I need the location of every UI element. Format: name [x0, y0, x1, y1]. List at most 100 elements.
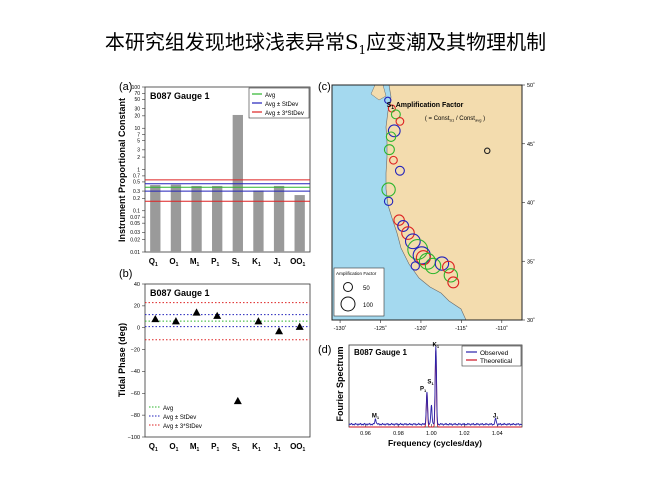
panel-b-label: (b) — [119, 268, 132, 280]
panel-b-content: 40 20 0 −20 −40 −60 −80 −100 Q1 O1 M1 P1 S1 K1 J1 OO1 — [128, 282, 310, 453]
station-circle — [404, 233, 421, 250]
lon-tick-label: -130˚ — [334, 325, 347, 332]
x-tick-sub: 1 — [258, 447, 261, 453]
y-tick-label: 0.07 — [130, 215, 140, 221]
legend-theoretical-label: Theoretical — [480, 358, 513, 365]
y-tick-label: 1 — [137, 167, 140, 173]
point-O1 — [171, 317, 180, 325]
x-tick-label: S1 — [232, 442, 240, 453]
station-circle — [443, 268, 459, 283]
x-tick-sub: 1 — [237, 262, 240, 268]
bar-P1 — [212, 185, 223, 252]
map-title: S1 Amplification Factor — [387, 102, 464, 111]
panel-a-label: (a) — [119, 81, 132, 93]
station-circle — [424, 257, 442, 275]
panel-c: (c) -130˚ -125˚ -120˚ -115˚ -110˚ 50˚ 45˚ 40˚ 35… — [318, 81, 535, 332]
legend-circle-100 — [340, 296, 356, 312]
x-tick-sub: 1 — [155, 262, 158, 268]
y-tick-label: −20 — [131, 347, 140, 353]
x-tick-sub: 1 — [216, 447, 219, 453]
lat-tick-label: 50˚ — [527, 82, 535, 89]
station-circle — [401, 226, 415, 240]
stations — [381, 96, 491, 289]
y-tick-label: 0.05 — [130, 221, 140, 227]
bar-O1 — [170, 184, 182, 252]
y-tick-label: 3 — [137, 148, 140, 154]
lon-tick-label: -125˚ — [374, 325, 387, 332]
y-tick-label: 0.03 — [130, 230, 140, 236]
station-circle — [415, 250, 431, 266]
x-tick-sub: 1 — [303, 262, 306, 268]
x-tick-label: Q1 — [149, 442, 158, 453]
peak-label-sub: 1 — [496, 415, 499, 420]
title-subscript: 1 — [358, 43, 367, 57]
point-Q1 — [151, 314, 160, 323]
y-tick-label: 7 — [137, 132, 140, 138]
x-tick-label: M1 — [190, 442, 200, 453]
formula-sub2: avg — [475, 118, 481, 123]
x-tick-label: S1 — [232, 257, 240, 268]
y-tick-label: −60 — [131, 391, 140, 397]
y-tick-label: 0.2 — [133, 196, 140, 202]
legend-circle-50 — [343, 282, 353, 292]
y-tick-label: 50 — [134, 97, 140, 103]
x-tick-label: J1 — [273, 442, 280, 453]
station-circle — [381, 182, 396, 197]
panel-a-ylabel: Instrument Proportional Constant — [117, 98, 127, 242]
bar-M1 — [191, 185, 202, 252]
station-circle — [383, 196, 394, 207]
lon-tick-label: -115˚ — [455, 325, 468, 332]
lon-tick-label: -110˚ — [496, 325, 509, 332]
station-circle — [447, 276, 460, 289]
panel-a: (a) Instrument Proportional Constant 100… — [117, 81, 311, 268]
point-OO1 — [295, 322, 304, 330]
bar-Q1 — [150, 185, 161, 252]
y-tick-label: −100 — [128, 435, 140, 441]
panel-b-ylabel: Tidal Phase (deg) — [117, 323, 127, 397]
x-tick-sub: 1 — [303, 447, 306, 453]
bar-K1 — [253, 190, 264, 252]
y-tick-label: 20 — [134, 114, 140, 120]
x-tick-label: J1 — [273, 257, 280, 268]
y-tick-label: 10 — [134, 126, 140, 132]
x-tick-sub: 1 — [258, 262, 261, 268]
panel-a-legend: Avg Avg ± StDev Avg ± 3*StDev — [248, 87, 310, 119]
panel-d-ylabel: Fourier Spectrum — [335, 346, 345, 421]
panel-a-inner-title: B087 Gauge 1 — [150, 91, 210, 101]
x-tick-label: O1 — [169, 442, 178, 453]
station-circle — [383, 144, 395, 156]
x-tick-sub: 1 — [216, 262, 219, 268]
island — [370, 85, 387, 101]
formula-lead: ( = Const — [425, 116, 450, 122]
lat-tick-label: 45˚ — [527, 141, 535, 148]
legend-observed-label: Observed — [480, 350, 509, 357]
legend-label-50: 50 — [363, 286, 370, 292]
y-tick-label: −40 — [131, 369, 140, 375]
x-tick-sub: 1 — [197, 447, 200, 453]
x-tick-label: P1 — [211, 257, 219, 268]
y-tick-label: 2 — [137, 155, 140, 161]
y-tick-label: 100 — [132, 85, 141, 91]
panel-d-inner-title: B087 Gauge 1 — [354, 348, 407, 357]
station-circle — [390, 109, 401, 120]
lon-tick-label: -120˚ — [415, 325, 428, 332]
map-title-tail: Amplification Factor — [394, 102, 464, 109]
y-tick-label: 70 — [134, 91, 140, 97]
x-tick-label: OO1 — [290, 442, 305, 453]
panel-d-xlabel: Frequency (cycles/day) — [388, 438, 482, 448]
station-circle — [394, 165, 405, 176]
x-tick-sub: 1 — [176, 262, 179, 268]
x-tick-sub: 1 — [278, 447, 281, 453]
panel-d-legend-box — [461, 345, 522, 367]
station-circle — [393, 214, 405, 226]
peak-label-sub: 1 — [377, 415, 380, 420]
lat-tick-label: 40˚ — [527, 200, 535, 207]
panel-a-content: 1007050302010753210.70.50.30.20.10.070.0… — [130, 85, 310, 268]
legend-stdev-label: Avg ± StDev — [265, 102, 298, 108]
y-tick-label: 0 — [137, 326, 140, 332]
legend-avg-label: Avg — [163, 406, 173, 412]
formula-sub1: S1 — [449, 118, 455, 123]
y-tick-label: 0.02 — [130, 237, 140, 243]
panel-d-legend: Observed Theoretical — [461, 345, 522, 367]
